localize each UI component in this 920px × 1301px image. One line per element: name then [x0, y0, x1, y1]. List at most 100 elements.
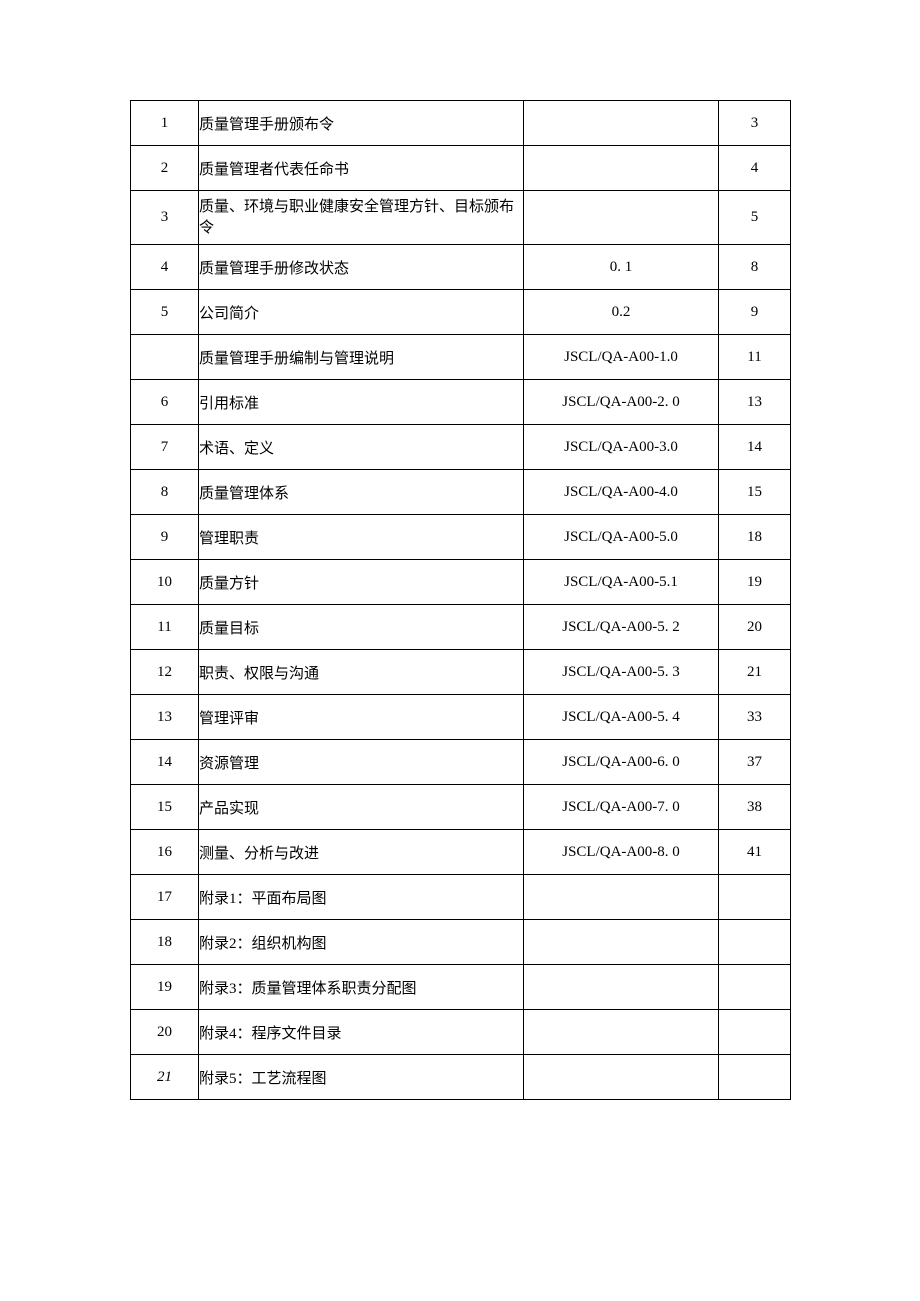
row-code [524, 101, 719, 146]
row-page: 38 [719, 785, 791, 830]
table-row: 7术语、定义JSCL/QA-A00-3.014 [131, 425, 791, 470]
row-title: 引用标准 [199, 380, 524, 425]
row-number: 12 [131, 650, 199, 695]
table-row: 3质量、环境与职业健康安全管理方针、目标颁布令 5 [131, 191, 791, 245]
row-number: 4 [131, 245, 199, 290]
table-row: 1质量管理手册颁布令 3 [131, 101, 791, 146]
row-code: JSCL/QA-A00-2. 0 [524, 380, 719, 425]
row-title: 管理职责 [199, 515, 524, 560]
table-row: 质量管理手册编制与管理说明JSCL/QA-A00-1.011 [131, 335, 791, 380]
row-code: JSCL/QA-A00-5.1 [524, 560, 719, 605]
row-code [524, 146, 719, 191]
row-number: 6 [131, 380, 199, 425]
row-number: 8 [131, 470, 199, 515]
row-page: 5 [719, 191, 791, 245]
toc-table: 1质量管理手册颁布令32质量管理者代表任命书43质量、环境与职业健康安全管理方针… [130, 100, 791, 1100]
row-page: 21 [719, 650, 791, 695]
row-code: JSCL/QA-A00-5.0 [524, 515, 719, 560]
row-title: 管理评审 [199, 695, 524, 740]
table-row: 2质量管理者代表任命书 4 [131, 146, 791, 191]
row-number: 2 [131, 146, 199, 191]
row-code: JSCL/QA-A00-3.0 [524, 425, 719, 470]
row-title: 质量管理者代表任命书 [199, 146, 524, 191]
row-number: 21 [131, 1055, 199, 1100]
row-page: 15 [719, 470, 791, 515]
table-row: 10质量方针JSCL/QA-A00-5.119 [131, 560, 791, 605]
row-code [524, 1010, 719, 1055]
row-title: 质量管理手册修改状态 [199, 245, 524, 290]
table-row: 8质量管理体系JSCL/QA-A00-4.015 [131, 470, 791, 515]
row-title: 产品实现 [199, 785, 524, 830]
row-code: JSCL/QA-A00-5. 4 [524, 695, 719, 740]
row-title: 测量、分析与改进 [199, 830, 524, 875]
row-title: 质量、环境与职业健康安全管理方针、目标颁布令 [199, 191, 524, 245]
row-page: 11 [719, 335, 791, 380]
table-row: 20附录4：程序文件目录 [131, 1010, 791, 1055]
row-code: JSCL/QA-A00-8. 0 [524, 830, 719, 875]
row-code [524, 191, 719, 245]
row-code: 0.2 [524, 290, 719, 335]
row-number: 10 [131, 560, 199, 605]
row-code: JSCL/QA-A00-1.0 [524, 335, 719, 380]
row-number: 17 [131, 875, 199, 920]
row-title: 质量管理体系 [199, 470, 524, 515]
row-number: 5 [131, 290, 199, 335]
row-number: 15 [131, 785, 199, 830]
row-page: 18 [719, 515, 791, 560]
table-row: 9管理职责JSCL/QA-A00-5.018 [131, 515, 791, 560]
row-code: 0. 1 [524, 245, 719, 290]
table-row: 4质量管理手册修改状态0. 18 [131, 245, 791, 290]
row-page: 19 [719, 560, 791, 605]
row-page: 8 [719, 245, 791, 290]
table-row: 11质量目标JSCL/QA-A00-5. 220 [131, 605, 791, 650]
row-page: 4 [719, 146, 791, 191]
table-row: 17附录1：平面布局图 [131, 875, 791, 920]
row-code [524, 965, 719, 1010]
table-row: 5公司简介0.29 [131, 290, 791, 335]
row-number: 9 [131, 515, 199, 560]
row-number: 13 [131, 695, 199, 740]
row-number: 7 [131, 425, 199, 470]
row-title: 质量管理手册颁布令 [199, 101, 524, 146]
row-title: 附录1：平面布局图 [199, 875, 524, 920]
row-number: 19 [131, 965, 199, 1010]
table-row: 18附录2：组织机构图 [131, 920, 791, 965]
row-code: JSCL/QA-A00-7. 0 [524, 785, 719, 830]
row-number [131, 335, 199, 380]
row-title: 职责、权限与沟通 [199, 650, 524, 695]
table-row: 21附录5：工艺流程图 [131, 1055, 791, 1100]
table-row: 12职责、权限与沟通JSCL/QA-A00-5. 321 [131, 650, 791, 695]
row-page: 13 [719, 380, 791, 425]
table-row: 19附录3：质量管理体系职责分配图 [131, 965, 791, 1010]
row-number: 18 [131, 920, 199, 965]
row-page: 9 [719, 290, 791, 335]
row-title: 资源管理 [199, 740, 524, 785]
row-code [524, 920, 719, 965]
row-code: JSCL/QA-A00-5. 3 [524, 650, 719, 695]
row-code [524, 875, 719, 920]
row-number: 16 [131, 830, 199, 875]
table-row: 15产品实现JSCL/QA-A00-7. 038 [131, 785, 791, 830]
toc-tbody: 1质量管理手册颁布令32质量管理者代表任命书43质量、环境与职业健康安全管理方针… [131, 101, 791, 1100]
row-code [524, 1055, 719, 1100]
row-title: 附录4：程序文件目录 [199, 1010, 524, 1055]
row-title: 质量管理手册编制与管理说明 [199, 335, 524, 380]
row-code: JSCL/QA-A00-4.0 [524, 470, 719, 515]
row-page: 3 [719, 101, 791, 146]
row-code: JSCL/QA-A00-6. 0 [524, 740, 719, 785]
row-title: 术语、定义 [199, 425, 524, 470]
table-row: 16测量、分析与改进JSCL/QA-A00-8. 041 [131, 830, 791, 875]
table-row: 13管理评审JSCL/QA-A00-5. 433 [131, 695, 791, 740]
row-title: 质量目标 [199, 605, 524, 650]
row-title: 附录5：工艺流程图 [199, 1055, 524, 1100]
row-code: JSCL/QA-A00-5. 2 [524, 605, 719, 650]
row-page: 20 [719, 605, 791, 650]
row-title: 附录2：组织机构图 [199, 920, 524, 965]
row-page: 14 [719, 425, 791, 470]
row-number: 1 [131, 101, 199, 146]
row-title: 公司简介 [199, 290, 524, 335]
row-number: 14 [131, 740, 199, 785]
row-page [719, 920, 791, 965]
row-page: 37 [719, 740, 791, 785]
row-number: 3 [131, 191, 199, 245]
